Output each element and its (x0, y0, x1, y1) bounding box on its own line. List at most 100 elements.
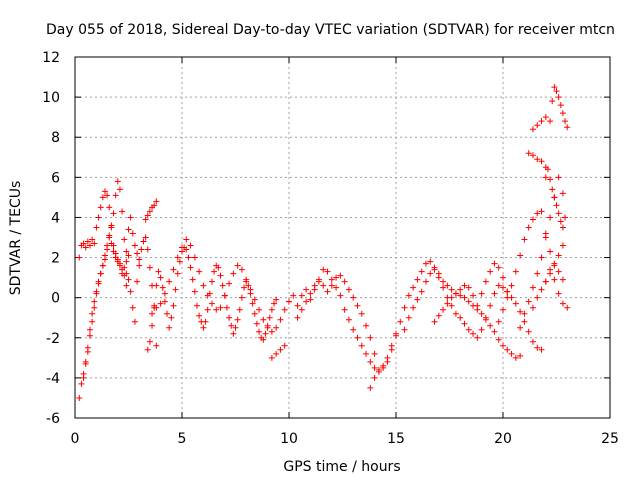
data-point (487, 268, 494, 275)
data-point (371, 374, 378, 381)
data-point (84, 238, 91, 245)
data-point (256, 306, 263, 313)
data-point (388, 346, 395, 353)
data-point (95, 214, 102, 221)
data-point (534, 122, 541, 129)
data-point (452, 290, 459, 297)
data-point (191, 254, 198, 261)
data-point (371, 350, 378, 357)
data-point (125, 226, 132, 233)
data-point (478, 326, 485, 333)
data-point (303, 298, 310, 305)
data-point (384, 358, 391, 365)
data-point (213, 306, 220, 313)
data-point (422, 278, 429, 285)
data-point (208, 300, 215, 307)
data-point (200, 282, 207, 289)
data-point (551, 262, 558, 269)
data-point (95, 280, 102, 287)
data-point (504, 294, 511, 301)
data-point (86, 326, 93, 333)
data-point (110, 248, 117, 255)
data-point (217, 272, 224, 279)
data-point (397, 318, 404, 325)
data-point (401, 326, 408, 333)
data-point (512, 354, 519, 361)
data-point (538, 286, 545, 293)
data-point (517, 352, 524, 359)
data-point (517, 252, 524, 259)
data-point (125, 252, 132, 259)
data-point (478, 310, 485, 317)
data-point (134, 278, 141, 285)
data-point (337, 292, 344, 299)
data-point (99, 194, 106, 201)
data-point (251, 296, 258, 303)
data-point (187, 264, 194, 271)
data-point (328, 276, 335, 283)
data-point (418, 288, 425, 295)
data-point (500, 274, 506, 281)
data-point (345, 316, 352, 323)
y-tick-label: -2 (46, 331, 60, 347)
data-point (367, 358, 374, 365)
data-point (440, 284, 447, 291)
data-point (363, 350, 370, 357)
data-point (553, 88, 560, 95)
x-tick-label: 0 (71, 431, 80, 447)
data-point (452, 310, 459, 317)
plot-frame (74, 56, 611, 419)
data-point (149, 322, 156, 329)
data-point (547, 118, 554, 125)
data-point (114, 178, 121, 185)
data-point (307, 296, 314, 303)
data-point (363, 322, 370, 329)
data-point (350, 294, 357, 301)
data-point (183, 246, 190, 253)
data-point (230, 270, 237, 277)
data-point (380, 364, 387, 371)
data-point (125, 276, 132, 283)
axis-ticks (74, 56, 611, 419)
data-point (121, 236, 128, 243)
data-point (91, 240, 98, 247)
data-point (495, 282, 502, 289)
data-point (414, 296, 421, 303)
data-point (557, 218, 564, 225)
data-point (478, 290, 485, 297)
data-point (358, 342, 365, 349)
data-point (170, 266, 177, 273)
data-point (215, 264, 222, 271)
data-point (555, 268, 562, 275)
grid-lines (75, 57, 610, 418)
series-trace-2 (76, 178, 132, 401)
data-point (230, 330, 237, 337)
data-point (196, 312, 203, 319)
series-trace-1 (76, 188, 143, 325)
data-point (559, 276, 566, 283)
data-point (547, 266, 554, 273)
data-point (144, 346, 151, 353)
data-point (170, 302, 177, 309)
y-tick-label: 12 (42, 50, 60, 66)
data-point (538, 158, 545, 165)
y-tick-label: 4 (51, 210, 60, 226)
data-point (281, 306, 288, 313)
data-point (106, 234, 113, 241)
series-trace-17 (529, 114, 549, 133)
data-point (200, 324, 207, 331)
data-point (108, 240, 115, 247)
y-tick-label: 10 (42, 90, 60, 106)
x-tick-label: 20 (494, 431, 512, 447)
data-point (555, 210, 562, 217)
data-point (547, 214, 554, 221)
data-point (119, 266, 126, 273)
data-point (146, 264, 153, 271)
x-axis-label: GPS time / hours (283, 459, 400, 475)
data-point (555, 290, 562, 297)
data-point (262, 330, 269, 337)
data-point (234, 262, 241, 269)
data-point (89, 310, 96, 317)
data-point (226, 280, 233, 287)
